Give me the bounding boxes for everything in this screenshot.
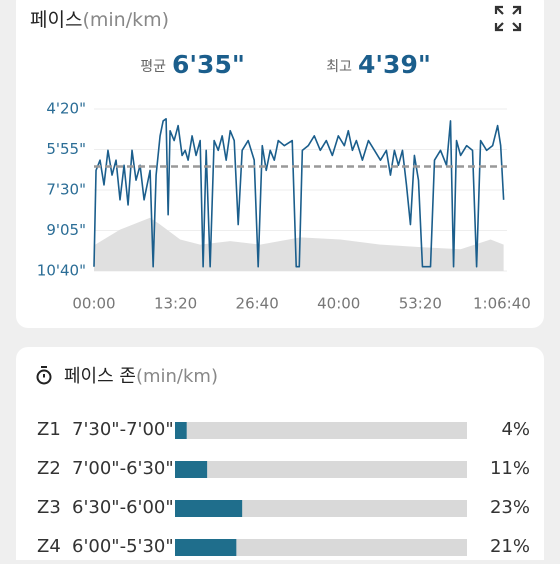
card-title: 페이스(min/km): [30, 9, 169, 31]
zone-title: 페이스 존(min/km): [64, 366, 218, 387]
zone-track: [175, 461, 467, 478]
zone-percent: 21%: [490, 536, 530, 557]
x-tick-label: 13:20: [154, 295, 197, 313]
title: 페이스 존: [64, 366, 136, 387]
zone-range: 7'30"-7'00": [72, 419, 174, 440]
y-tick-label: 10'40": [37, 262, 86, 280]
x-tick-label: 26:40: [236, 295, 279, 313]
zone-percent: 4%: [501, 419, 530, 440]
zone-range: 7'00"-6'30": [72, 458, 174, 479]
zone-name: Z1: [37, 419, 61, 440]
stat-value: 4'39": [358, 50, 431, 79]
pace-card: [16, 0, 544, 328]
x-tick-label: 00:00: [72, 295, 115, 313]
stat-value: 6'35": [172, 50, 245, 79]
title-unit: (min/km): [82, 9, 169, 31]
zone-range: 6'30"-6'00": [72, 497, 174, 518]
pace-line: [93, 118, 505, 268]
y-tick-label: 4'20": [46, 100, 86, 118]
zone-bar: [175, 461, 208, 478]
zone-percent: 11%: [490, 458, 530, 479]
x-tick-label: 1:06:40: [473, 295, 531, 313]
zone-track: [175, 422, 467, 439]
y-tick-label: 9'05": [46, 221, 86, 239]
stopwatch-icon: [36, 366, 52, 385]
zone-bar: [175, 539, 237, 556]
stat-label: 평균: [140, 59, 166, 75]
y-tick-label: 7'30": [46, 181, 86, 199]
stat-label: 최고: [326, 59, 352, 75]
expand-icon[interactable]: [494, 5, 522, 32]
zone-track: [175, 539, 467, 556]
elevation-area: [94, 217, 504, 271]
zone-bar: [175, 422, 187, 439]
title: 페이스: [30, 9, 82, 31]
x-tick-label: 53:20: [399, 295, 442, 313]
title-unit: (min/km): [136, 366, 218, 387]
x-tick-label: 40:00: [317, 295, 360, 313]
zone-track: [175, 500, 467, 517]
zone-range: 6'00"-5'30": [72, 536, 174, 557]
y-tick-label: 5'55": [46, 140, 86, 158]
zone-name: Z3: [37, 497, 61, 518]
zone-name: Z4: [37, 536, 61, 557]
zone-percent: 23%: [490, 497, 530, 518]
zone-name: Z2: [37, 458, 61, 479]
zone-bar: [175, 500, 243, 517]
